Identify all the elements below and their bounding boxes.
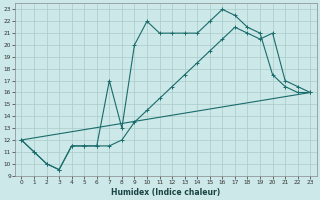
X-axis label: Humidex (Indice chaleur): Humidex (Indice chaleur) xyxy=(111,188,220,197)
